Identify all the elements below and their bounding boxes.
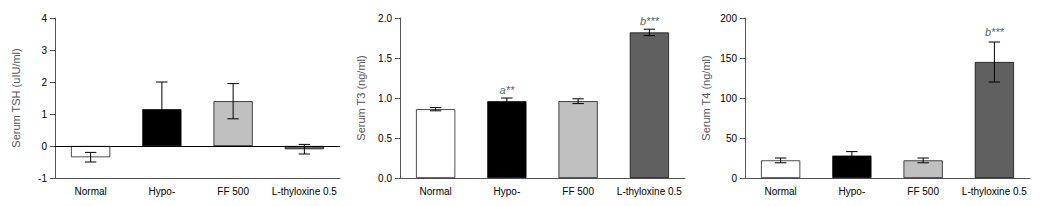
svg-text:4: 4 <box>41 13 47 24</box>
svg-text:Serum T3 (ng/ml): Serum T3 (ng/ml) <box>355 55 367 140</box>
svg-text:0.0: 0.0 <box>378 173 392 184</box>
svg-text:b***: b*** <box>640 15 660 27</box>
svg-text:100: 100 <box>720 93 737 104</box>
svg-text:Hypo-: Hypo- <box>839 186 866 197</box>
svg-text:-1: -1 <box>38 173 47 184</box>
svg-text:FF 500: FF 500 <box>217 186 249 197</box>
svg-text:200: 200 <box>720 13 737 24</box>
svg-text:L-thyloxine 0.5: L-thyloxine 0.5 <box>272 186 337 197</box>
svg-text:FF 500: FF 500 <box>562 186 594 197</box>
svg-text:Hypo-: Hypo- <box>149 186 176 197</box>
svg-text:0.5: 0.5 <box>378 133 392 144</box>
svg-text:L-thyloxine 0.5: L-thyloxine 0.5 <box>617 186 682 197</box>
svg-text:150: 150 <box>720 53 737 64</box>
svg-text:0: 0 <box>41 141 47 152</box>
svg-text:Serum TSH (uIU/ml): Serum TSH (uIU/ml) <box>10 48 22 147</box>
svg-text:Normal: Normal <box>420 186 452 197</box>
svg-text:1.0: 1.0 <box>378 93 392 104</box>
svg-text:Hypo-: Hypo- <box>494 186 521 197</box>
svg-text:2: 2 <box>41 77 47 88</box>
svg-text:50: 50 <box>726 133 738 144</box>
svg-text:b***: b*** <box>985 26 1005 38</box>
svg-text:L-thyloxine 0.5: L-thyloxine 0.5 <box>962 186 1027 197</box>
svg-text:0: 0 <box>731 173 737 184</box>
svg-text:Serum T4 (ng/ml): Serum T4 (ng/ml) <box>700 55 712 140</box>
svg-text:Normal: Normal <box>75 186 107 197</box>
svg-text:1.5: 1.5 <box>378 53 392 64</box>
svg-text:FF 500: FF 500 <box>907 186 939 197</box>
svg-text:2.0: 2.0 <box>378 13 392 24</box>
svg-text:a**: a** <box>500 84 515 96</box>
svg-text:Normal: Normal <box>765 186 797 197</box>
svg-text:3: 3 <box>41 45 47 56</box>
svg-text:1: 1 <box>41 109 47 120</box>
